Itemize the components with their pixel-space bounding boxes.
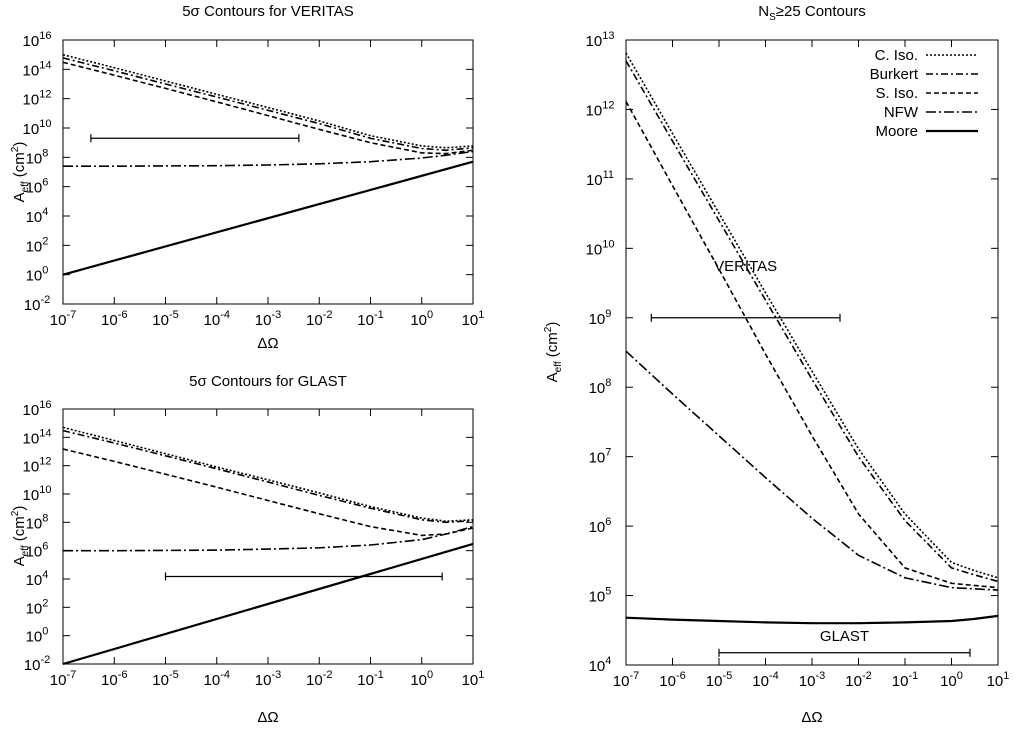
x-tick-label: 10-1	[357, 309, 383, 329]
x-axis-label: ΔΩ	[257, 709, 278, 726]
legend-label: S. Iso.	[875, 85, 918, 102]
y-tick-label: 108	[589, 377, 612, 397]
plot-frame	[62, 39, 474, 305]
x-tick-label: 10-4	[752, 670, 778, 690]
y-tick-label: 1010	[23, 484, 52, 504]
y-tick-label: 1010	[23, 118, 52, 138]
y-tick-label: 100	[26, 265, 49, 285]
y-tick-label: 102	[26, 235, 49, 255]
series-line-c-iso	[625, 52, 999, 579]
legend-label: NFW	[884, 104, 919, 121]
y-tick-label: 106	[26, 177, 49, 197]
series-line-s-iso	[62, 61, 474, 155]
error-bar	[90, 134, 300, 143]
series-line-burkert	[62, 429, 474, 524]
error-bar-label: GLAST	[820, 628, 869, 645]
x-tick-label: 10-1	[892, 670, 918, 690]
x-tick-label: 100	[940, 670, 963, 690]
y-tick-label: 1011	[586, 169, 614, 189]
x-tick-label: 10-6	[659, 670, 685, 690]
x-tick-label: 10-5	[152, 309, 178, 329]
series-line-s-iso	[62, 448, 474, 537]
x-tick-label: 10-4	[204, 669, 230, 689]
glast5-panel: 5σ Contours for GLAST ΔΩ Aeff (cm2) 10-7…	[10, 373, 484, 726]
y-tick-label: 100	[26, 626, 49, 646]
x-tick-label: 101	[987, 670, 1010, 690]
y-tick-label: 10-2	[24, 294, 50, 314]
y-tick-label: 104	[26, 569, 49, 589]
error-bar	[650, 313, 841, 322]
y-tick-label: 105	[589, 586, 612, 606]
series-line-nfw	[625, 350, 999, 591]
x-tick-label: 10-4	[204, 309, 230, 329]
x-tick-label: 10-2	[306, 669, 332, 689]
y-axis-label: Aeff (cm2)	[10, 506, 31, 567]
x-tick-label: 100	[410, 669, 433, 689]
y-tick-label: 1013	[586, 30, 615, 50]
x-axis-label: ΔΩ	[257, 335, 278, 352]
plot-frame	[62, 408, 474, 665]
y-tick-label: 104	[26, 206, 49, 226]
y-tick-label: 106	[26, 541, 49, 561]
x-tick-label: 100	[410, 309, 433, 329]
y-tick-label: 108	[26, 147, 49, 167]
legend-label: Moore	[875, 123, 918, 140]
y-tick-label: 1010	[586, 238, 615, 258]
y-tick-label: 10-2	[24, 654, 50, 674]
y-tick-label: 1014	[23, 59, 52, 79]
series-line-nfw	[63, 525, 474, 552]
series-line-moore	[625, 614, 999, 625]
x-tick-label: 10-3	[799, 670, 825, 690]
error-bar	[718, 648, 971, 657]
y-tick-label: 1012	[586, 99, 615, 119]
error-bar	[164, 572, 443, 581]
chart-title: 5σ Contours for VERITAS	[182, 3, 354, 20]
y-axis-label: Aeff (cm2)	[543, 322, 564, 383]
y-tick-label: 1016	[23, 30, 52, 50]
series-line-c-iso	[62, 53, 474, 149]
y-tick-label: 107	[589, 447, 612, 467]
x-axis-label: ΔΩ	[801, 709, 822, 726]
x-tick-label: 10-3	[255, 309, 281, 329]
y-tick-label: 1012	[23, 456, 52, 476]
y-tick-label: 104	[589, 655, 612, 675]
y-tick-label: 1014	[23, 427, 52, 447]
series-line-moore	[62, 160, 474, 276]
ns25-panel: NS≥25 Contours ΔΩ Aeff (cm2) 10-7 10-6 10-…	[543, 3, 1009, 726]
chart-title: NS≥25 Contours	[758, 3, 865, 23]
x-tick-label: 10-5	[152, 669, 178, 689]
legend-label: C. Iso.	[875, 47, 918, 64]
x-tick-label: 10-1	[357, 669, 383, 689]
y-axis-label: Aeff (cm2)	[10, 142, 31, 203]
x-tick-label: 10-3	[255, 669, 281, 689]
x-tick-label: 101	[462, 309, 485, 329]
y-tick-label: 108	[26, 512, 49, 532]
x-tick-label: 10-6	[101, 309, 127, 329]
y-tick-label: 1016	[23, 399, 52, 419]
x-tick-label: 10-7	[613, 670, 639, 690]
x-tick-label: 10-5	[706, 670, 732, 690]
legend-label: Burkert	[870, 66, 919, 83]
x-tick-label: 10-6	[101, 669, 127, 689]
series-line-nfw	[63, 150, 474, 167]
series-line-s-iso	[625, 101, 999, 589]
chart-title: 5σ Contours for GLAST	[189, 373, 347, 390]
y-tick-label: 1012	[23, 89, 52, 109]
series-line-burkert	[625, 60, 999, 583]
y-tick-label: 109	[589, 308, 612, 328]
error-bar-label: VERITAS	[714, 258, 777, 275]
series-line-moore	[62, 542, 474, 666]
series-line-burkert	[62, 57, 474, 152]
y-tick-label: 106	[589, 516, 612, 536]
x-tick-label: 10-7	[50, 309, 76, 329]
series-line-c-iso	[62, 426, 474, 523]
plot-frame	[625, 39, 999, 666]
x-tick-label: 10-7	[50, 669, 76, 689]
x-tick-label: 101	[462, 669, 485, 689]
veritas5-panel: 5σ Contours for VERITAS ΔΩ Aeff (cm2) 10…	[10, 3, 484, 352]
y-tick-label: 102	[26, 597, 49, 617]
x-tick-label: 10-2	[306, 309, 332, 329]
x-tick-label: 10-2	[845, 670, 871, 690]
